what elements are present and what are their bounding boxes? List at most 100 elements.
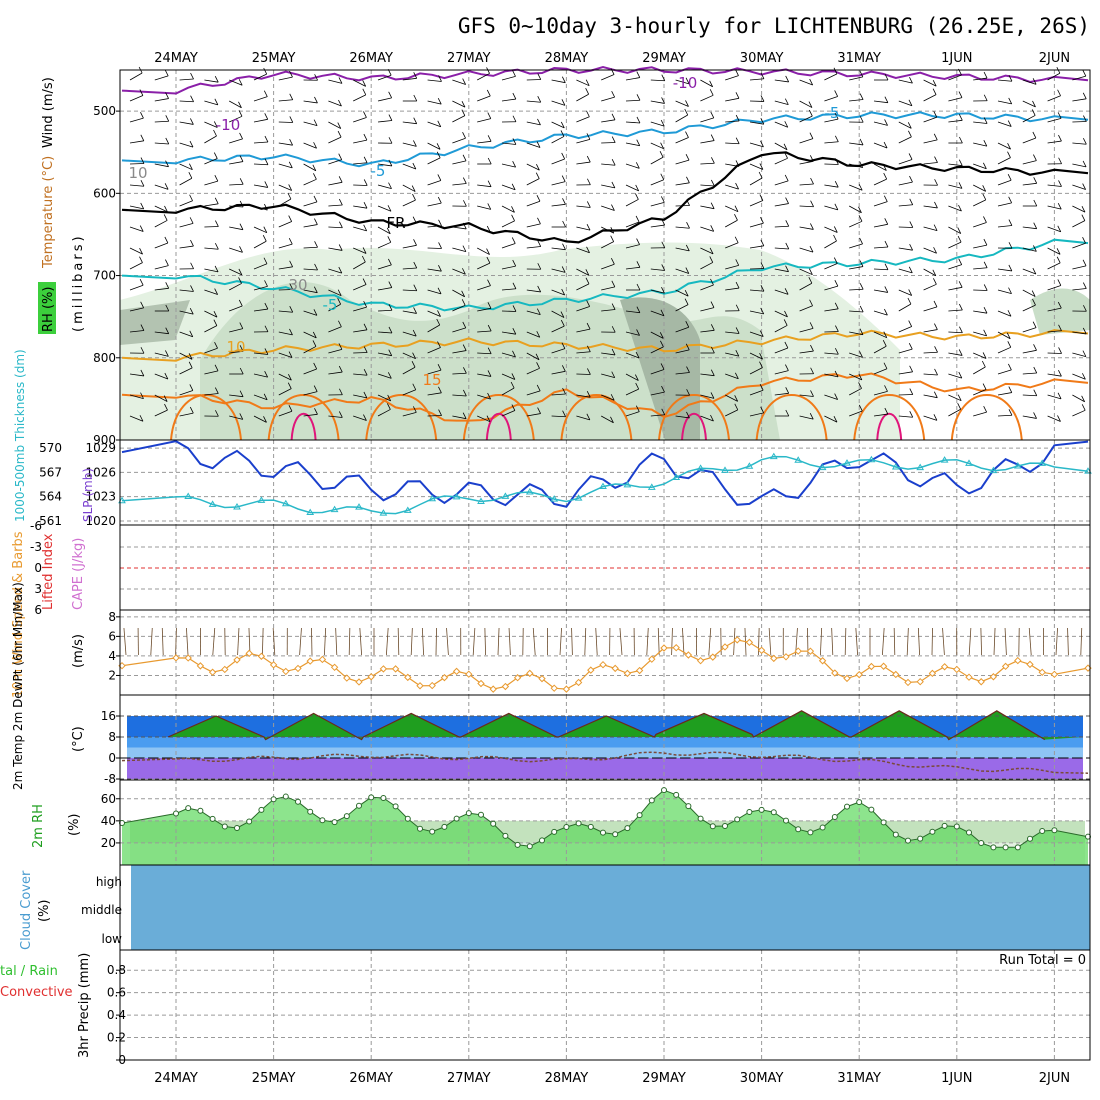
wind-barb-flag xyxy=(462,78,466,85)
contour-15-bump xyxy=(950,394,1023,441)
wind-barb-flag xyxy=(1031,290,1036,297)
wind-barb-flag xyxy=(437,174,442,181)
tick-40: 40 xyxy=(101,814,116,828)
wind-barb xyxy=(700,329,715,333)
slp-tick-1020: 1020 xyxy=(85,514,116,528)
wind10-marker xyxy=(599,660,607,669)
wind-barb-flag xyxy=(982,352,987,359)
wind10-marker xyxy=(489,685,497,693)
wind-barb-flag xyxy=(312,340,317,347)
wind-barb-flag xyxy=(686,389,690,396)
wind-barb xyxy=(402,331,417,337)
wind-barb xyxy=(576,138,591,144)
rh-marker xyxy=(331,819,338,826)
wind-barb-flag xyxy=(735,114,740,122)
wind-barb xyxy=(229,79,243,86)
wind-barb xyxy=(625,221,640,228)
wind-barb xyxy=(749,78,764,81)
wind-barb xyxy=(873,331,887,339)
wind-barb-flag xyxy=(214,98,219,106)
thickness-marker xyxy=(574,494,583,501)
wind-barb-flag xyxy=(214,76,219,83)
wind-barb-flag xyxy=(784,341,789,349)
wind-barb xyxy=(501,98,516,102)
wind-barb-flag xyxy=(287,192,292,200)
wind-barb-flag xyxy=(959,326,963,333)
wind-barb-flag xyxy=(834,135,839,142)
wind-barb xyxy=(452,100,466,108)
wind-barb xyxy=(923,394,938,399)
rh-marker xyxy=(880,819,887,826)
wind-barb xyxy=(278,76,293,81)
wind-barb-flag xyxy=(958,91,963,98)
wind-barb xyxy=(477,184,492,188)
wind-barb-flag xyxy=(883,141,888,149)
wind-barb xyxy=(1072,75,1086,81)
wind-barb xyxy=(973,411,987,417)
wind-barb-flag xyxy=(587,368,591,375)
wind-barb-flag xyxy=(363,346,368,353)
wind10-marker xyxy=(294,664,302,673)
wind-barb-flag xyxy=(213,129,217,137)
rh-marker xyxy=(953,823,960,830)
wind10-barb xyxy=(980,627,982,656)
wind-barb xyxy=(204,135,217,144)
wind-barb-flag xyxy=(709,247,714,255)
wind-barb xyxy=(204,310,218,318)
rh-marker xyxy=(490,820,497,827)
wind-barb-flag xyxy=(635,184,640,192)
wind-barb xyxy=(501,75,516,81)
wind-barb xyxy=(849,352,863,358)
wind-barb xyxy=(328,181,343,186)
wind-barb xyxy=(526,200,541,207)
wind-barb xyxy=(1047,262,1061,270)
wind-barb xyxy=(824,394,838,400)
wind-barb xyxy=(129,95,144,102)
contour-15-bump xyxy=(658,394,730,441)
wind-barb xyxy=(849,243,863,249)
wind-barb-flag xyxy=(561,342,566,349)
wind-barb xyxy=(1022,160,1037,165)
wind-barb-flag xyxy=(165,92,169,99)
wind-barb xyxy=(923,415,938,421)
wind-barb xyxy=(948,241,962,249)
wind-barb-flag xyxy=(884,308,888,316)
wind-barb xyxy=(526,142,541,148)
wind-barb xyxy=(551,393,566,396)
wind-barb-flag xyxy=(635,351,640,359)
wind10-marker xyxy=(940,663,949,671)
wind-barb-flag xyxy=(933,278,937,285)
wind-barb-flag xyxy=(760,262,765,269)
wind-barb xyxy=(973,184,986,192)
thickness-tick-561: 561 xyxy=(39,514,62,528)
wind-barb-flag xyxy=(859,283,864,290)
rh-marker xyxy=(819,824,826,831)
wind-barb xyxy=(997,331,1011,340)
wind-barb-flag xyxy=(1082,138,1087,145)
wind-barb xyxy=(849,163,863,169)
wind-barb xyxy=(774,347,789,354)
wind-barb xyxy=(303,391,318,396)
top-date-29MAY: 29MAY xyxy=(642,51,686,66)
wind-barb-flag xyxy=(907,297,912,305)
wind-barb xyxy=(948,97,963,102)
rh-marker xyxy=(856,799,863,806)
wind-barb xyxy=(973,352,987,359)
wind-barb-flag xyxy=(659,332,664,339)
wind-barb xyxy=(303,368,317,375)
wind-barb-flag xyxy=(785,220,790,227)
wind-barb xyxy=(427,268,442,272)
wind-barb xyxy=(675,326,689,333)
wind-barb xyxy=(501,373,516,380)
contour-label-15: 15 xyxy=(422,371,441,389)
cloud-panel: high middle low Cloud Cover (%) xyxy=(19,864,1091,951)
rh-marker xyxy=(941,822,948,829)
wind-barb-flag xyxy=(759,361,763,368)
wind-barb-flag xyxy=(883,195,888,202)
wind-barb-flag xyxy=(165,304,170,312)
wind-barb-flag xyxy=(438,409,442,416)
wind-barb-flag xyxy=(1031,109,1036,116)
wind-barb-flag xyxy=(1058,347,1062,354)
contour-label-30: 30 xyxy=(288,276,307,294)
